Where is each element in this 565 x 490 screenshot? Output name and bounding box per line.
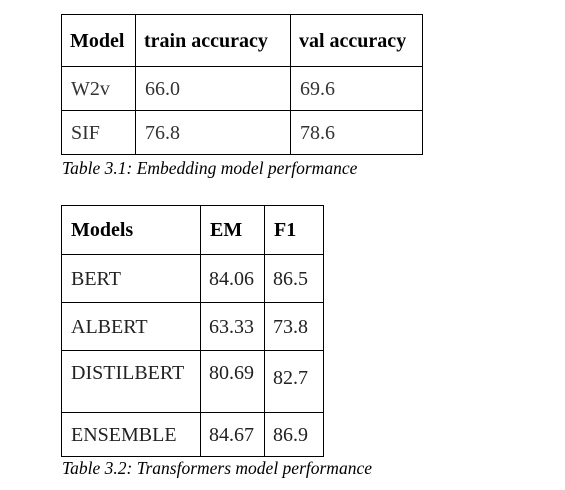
table-row: DISTILBERT 80.69 82.7 xyxy=(61,350,324,413)
table-row: W2v 66.0 69.6 xyxy=(61,66,423,111)
em-cell: 80.69 xyxy=(200,350,265,413)
train-accuracy-cell: 76.8 xyxy=(135,110,291,155)
column-header-val-accuracy: val accuracy xyxy=(290,14,423,67)
model-cell: W2v xyxy=(61,66,136,111)
model-cell: BERT xyxy=(61,254,201,303)
table-caption: Table 3.1: Embedding model performance xyxy=(62,158,358,178)
em-cell: 63.33 xyxy=(200,302,265,351)
model-cell: DISTILBERT xyxy=(61,350,201,413)
table-caption: Table 3.2: Transformers model performanc… xyxy=(62,458,372,478)
table-header-row: Model train accuracy val accuracy xyxy=(61,14,423,67)
column-header-model: Model xyxy=(61,14,136,67)
f1-cell: 82.7 xyxy=(264,350,324,413)
f1-cell: 86.5 xyxy=(264,254,324,303)
table-row: BERT 84.06 86.5 xyxy=(61,254,324,303)
model-cell: ENSEMBLE xyxy=(61,412,201,457)
transformers-performance-table: Models EM F1 BERT 84.06 86.5 ALBERT 63.3… xyxy=(61,205,324,457)
embedding-performance-table: Model train accuracy val accuracy W2v 66… xyxy=(61,14,423,155)
val-accuracy-cell: 78.6 xyxy=(290,110,423,155)
column-header-models: Models xyxy=(61,205,201,255)
em-cell: 84.06 xyxy=(200,254,265,303)
table-row: ENSEMBLE 84.67 86.9 xyxy=(61,412,324,457)
f1-cell: 73.8 xyxy=(264,302,324,351)
model-cell: ALBERT xyxy=(61,302,201,351)
model-cell: SIF xyxy=(61,110,136,155)
val-accuracy-cell: 69.6 xyxy=(290,66,423,111)
table-header-row: Models EM F1 xyxy=(61,205,324,255)
train-accuracy-cell: 66.0 xyxy=(135,66,291,111)
em-cell: 84.67 xyxy=(200,412,265,457)
table-row: ALBERT 63.33 73.8 xyxy=(61,302,324,351)
column-header-f1: F1 xyxy=(264,205,324,255)
table-row: SIF 76.8 78.6 xyxy=(61,110,423,155)
f1-cell: 86.9 xyxy=(264,412,324,457)
column-header-train-accuracy: train accuracy xyxy=(135,14,291,67)
column-header-em: EM xyxy=(200,205,265,255)
